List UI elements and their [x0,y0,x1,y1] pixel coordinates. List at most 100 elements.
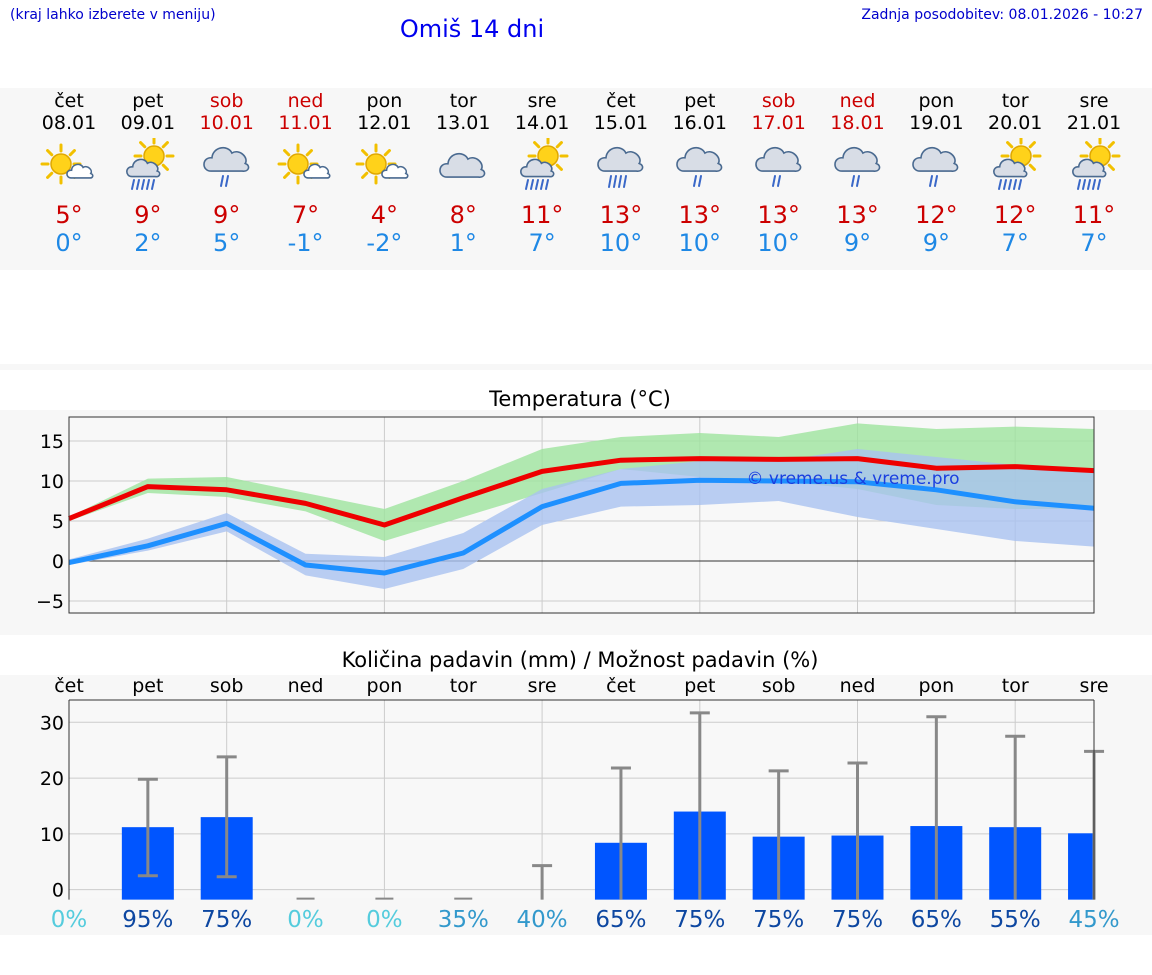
precip-chance-label: 55% [990,907,1041,933]
cloud-rain-icon [912,146,959,187]
precip-chance-label: 65% [595,907,646,933]
day-name: sob [761,90,796,112]
day-column: sob 17.01 13° 10° [740,88,818,257]
max-temperature: 13° [836,201,879,229]
sun-cloud-icon [40,143,94,185]
day-column: pon 19.01 12° 9° [897,88,975,257]
max-temperature: 7° [291,201,320,229]
max-temperature: 12° [993,201,1037,229]
x-category-label: sre [528,675,557,697]
day-date: 11.01 [278,112,333,134]
precip-chance-label: 95% [122,907,173,933]
y-tick-label: 30 [40,712,64,734]
day-column: pon 12.01 4° -2° [345,88,423,257]
precip-chance-label: 75% [832,907,883,933]
day-column: tor 20.01 12° 7° [976,88,1054,257]
sun-cloud-icon [277,143,331,185]
precip-chance-label: 0% [366,907,403,933]
day-date: 14.01 [514,112,570,134]
max-temperature: 13° [678,201,722,229]
day-name: čet [606,90,636,112]
max-temperature: 8° [449,201,477,229]
precip-chance-label: 75% [674,907,725,933]
day-name: sre [527,90,557,112]
x-category-label: pet [684,675,715,697]
sun-cloud-icon [355,143,409,185]
min-temperature: -2° [366,229,403,257]
max-temperature: 11° [1072,201,1116,229]
x-category-label: pon [918,675,954,697]
y-tick-label: 5 [52,511,64,533]
max-temperature: 13° [599,201,643,229]
day-column: sre 14.01 11° 7° [503,88,581,257]
sun-cloud-rain-icon [520,138,569,190]
max-temperature: 9° [134,201,162,229]
precipitation-chart-title: Količina padavin (mm) / Možnost padavin … [341,648,819,672]
day-name: ned [287,90,324,112]
cloud-icon [439,152,486,178]
day-name: sob [209,90,244,112]
cloud-rain-icon [202,146,250,187]
sun-cloud-rain-icon [993,138,1042,190]
precip-chance-label: 0% [51,907,88,933]
y-tick-label: 20 [40,768,64,790]
precip-chance-label: 0% [287,907,324,933]
x-category-label: tor [450,675,477,697]
series-line-max [68,456,1095,528]
day-column: sob 10.01 9° 5° [188,88,266,257]
y-tick-label: 0 [52,551,64,573]
precip-bar [1068,833,1094,900]
min-temperature: 5° [213,229,241,257]
precip-chance-label: 75% [753,907,804,933]
day-column: pet 09.01 9° 2° [109,88,187,257]
min-temperature: 9° [843,229,872,257]
day-column: tor 13.01 8° 1° [424,88,502,257]
gap-band [0,364,1152,370]
day-column: čet 08.01 5° 0° [30,88,108,257]
day-name: sre [1079,90,1109,112]
day-date: 08.01 [41,112,97,134]
day-column: ned 11.01 7° -1° [267,88,345,257]
sun-cloud-rain-icon [1072,138,1121,190]
x-category-label: čet [606,675,636,697]
header-city-hint: (kraj lahko izberete v meniju) [10,7,216,23]
min-temperature: 9° [922,229,950,257]
precip-chance-label: 40% [517,907,568,933]
x-category-label: čet [54,675,84,697]
y-tick-label: 10 [40,824,64,846]
day-column: pet 16.01 13° 10° [661,88,739,257]
min-temperature: -1° [287,229,324,257]
series-line-min [68,477,1095,576]
watermark: © vreme.us & vreme.pro [746,469,959,489]
precip-chance-label: 65% [911,907,962,933]
min-temperature: 7° [528,229,556,257]
day-column: sre 21.01 11° 7° [1055,88,1133,257]
day-column: ned 18.01 13° 9° [819,88,897,257]
y-tick-label: 0 [52,880,64,902]
day-name: tor [1001,90,1029,112]
x-category-label: sre [1080,675,1109,697]
day-date: 16.01 [672,112,727,134]
day-date: 15.01 [593,112,649,134]
plot-frame [68,416,1095,614]
precip-chance-label: 35% [438,907,489,933]
max-temperature: 9° [213,201,241,229]
day-date: 10.01 [199,112,254,134]
x-category-label: pon [367,675,403,697]
day-name: čet [54,90,84,112]
y-tick-label: 15 [40,431,64,453]
max-temperature: 12° [915,201,958,229]
x-category-label: ned [288,675,324,697]
day-name: pon [366,90,403,112]
max-temperature: 4° [370,201,399,229]
max-temperature: 11° [520,201,564,229]
day-name: pon [918,90,955,112]
day-date: 19.01 [909,112,964,134]
precip-chance-label: 45% [1068,907,1119,933]
min-temperature: 10° [599,229,643,257]
day-date: 17.01 [751,112,806,134]
cloud-rain-icon [754,146,801,187]
x-category-label: sob [762,675,796,697]
max-temperature: 13° [757,201,800,229]
day-date: 18.01 [830,112,885,134]
